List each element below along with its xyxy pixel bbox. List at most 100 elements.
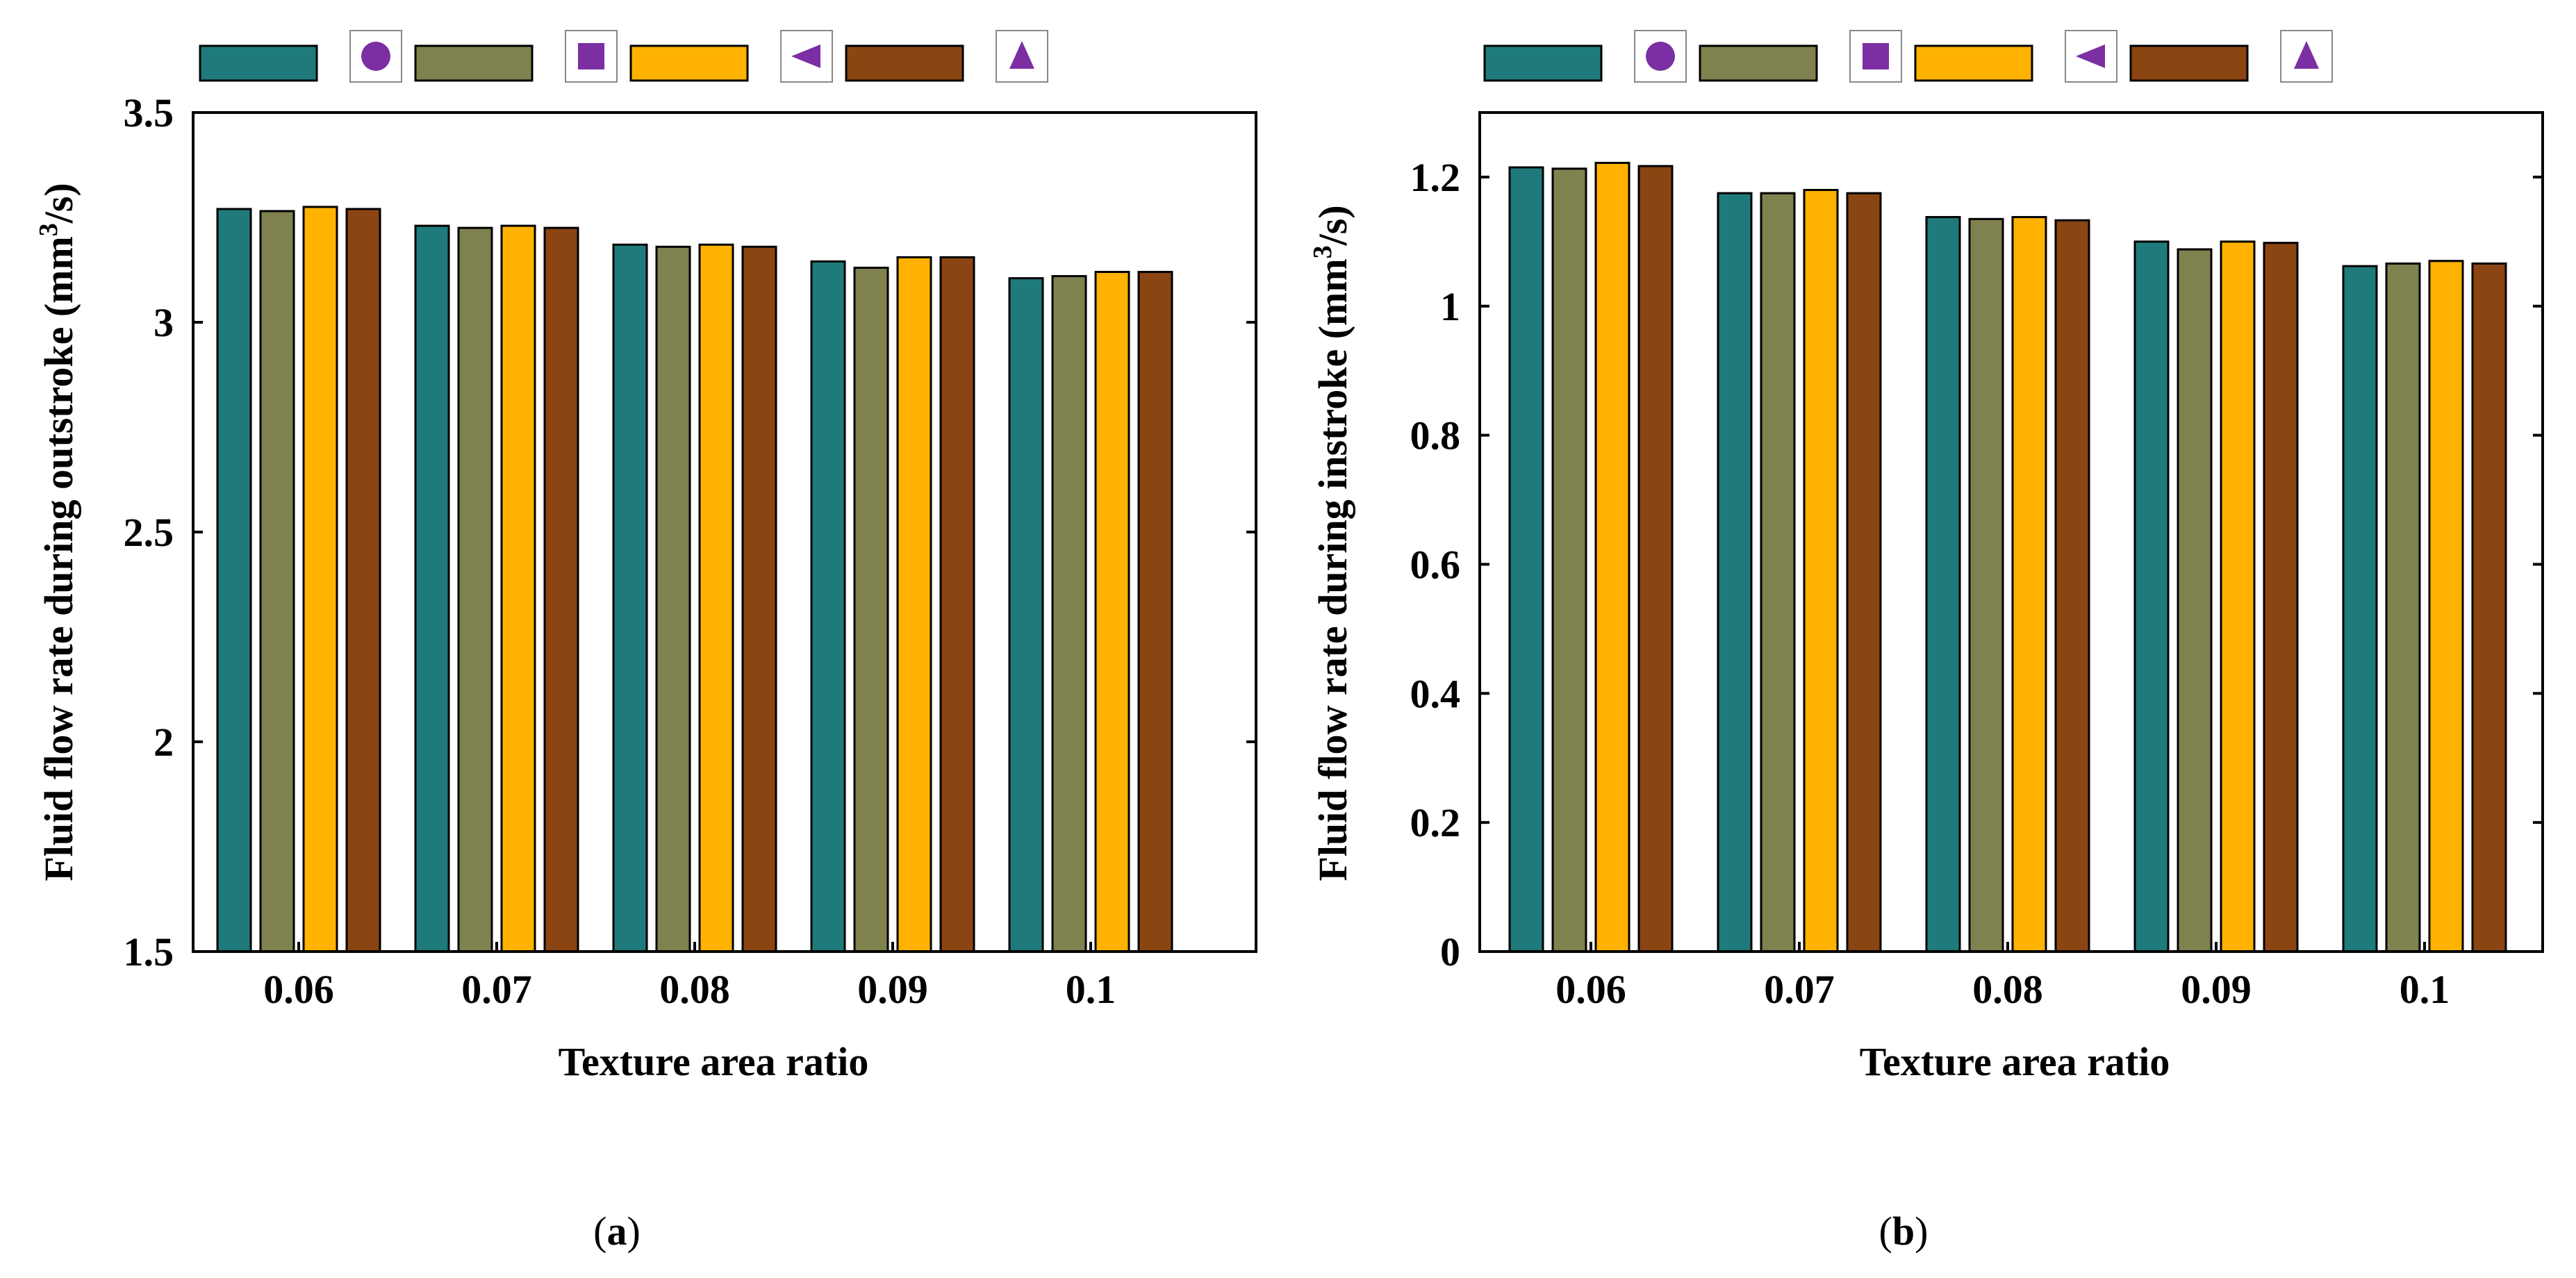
panel-a-bar-series-2-cat-3 bbox=[655, 245, 691, 953]
panel-b-bar-series-1-cat-5 bbox=[2342, 265, 2378, 953]
panel-b-x-tick-label-3: 0.08 bbox=[1972, 967, 2043, 1012]
panel-b-caption-letter: b bbox=[1892, 1209, 1915, 1254]
panel-a-x-tick-label-5: 0.1 bbox=[1066, 967, 1116, 1012]
panel-b-x-tick-label-4: 0.09 bbox=[2181, 967, 2252, 1012]
panel-b-bar-series-4-cat-3 bbox=[2054, 219, 2090, 953]
panel-b-bar-series-3-cat-4 bbox=[2220, 240, 2256, 953]
panel-a-x-tick-label-1: 0.06 bbox=[263, 967, 334, 1012]
panel-a-x-tick-label-3: 0.08 bbox=[659, 967, 730, 1012]
panel-b-x-tick-label-2: 0.07 bbox=[1764, 967, 1835, 1012]
panel-a-bar-series-4-cat-4 bbox=[939, 256, 975, 953]
panel-b-bar-series-2-cat-2 bbox=[1760, 192, 1796, 953]
panel-a-y-axis-title-sup: 3 bbox=[34, 223, 63, 236]
panel-a-bar-series-3-cat-1 bbox=[302, 206, 338, 953]
panel-b-bar-series-3-cat-2 bbox=[1803, 189, 1839, 953]
panel-a-bar-series-3-cat-3 bbox=[698, 243, 734, 953]
panel-b-bar-series-4-cat-4 bbox=[2263, 242, 2299, 953]
panel-a-legend bbox=[199, 30, 1048, 83]
panel-a-caption-letter: a bbox=[607, 1209, 627, 1254]
panel-b-y-axis-title: Fluid flow rate during instroke (mm3/s) bbox=[1308, 205, 1355, 881]
panel-b-legend-swatch-1 bbox=[1483, 44, 1603, 82]
panel-a-legend-triangle-icon bbox=[1009, 41, 1034, 69]
panel-b-legend-swatch-3 bbox=[1914, 44, 2033, 82]
panel-b-caption: (b) bbox=[1879, 1209, 1929, 1254]
panel-b-bar-series-3-cat-3 bbox=[2011, 216, 2047, 953]
panel-b-y-tick-label-7: 1.2 bbox=[1410, 155, 1461, 200]
panel-a-bar-series-1-cat-2 bbox=[414, 224, 450, 953]
panel-b-ticks: 0.06 0.07 0.08 0.09 0.1 0 0.2 0.4 0.6 0.8 1 1.2 bbox=[1410, 155, 2543, 1012]
panel-a-y-tick-label-4: 3 bbox=[154, 300, 174, 345]
panel-b-legend-square-icon bbox=[1863, 43, 1889, 69]
panel-a-bar-series-3-cat-5 bbox=[1094, 271, 1130, 953]
panel-b-x-axis-title: Texture area ratio bbox=[1860, 1039, 2170, 1084]
panel-a-bar-series-4-cat-2 bbox=[543, 226, 579, 953]
panel-a-chart: 0.06 0.07 0.08 0.09 0.1 1.5 2 2.5 3 3.5 Texture a… bbox=[34, 30, 1257, 1254]
panel-a-legend-square-icon bbox=[578, 43, 604, 69]
panel-a-bar-series-2-cat-2 bbox=[457, 226, 493, 953]
panel-b-legend-circle-icon bbox=[1646, 42, 1675, 71]
panel-b-axes-frame bbox=[1478, 111, 2544, 953]
panel-a-y-tick-label-1: 1.5 bbox=[124, 929, 174, 974]
panel-b-bar-series-2-cat-3 bbox=[1968, 217, 2004, 953]
panel-a-bar-series-3-cat-2 bbox=[500, 224, 536, 953]
panel-b-bar-series-3-cat-5 bbox=[2428, 260, 2464, 953]
panel-b-y-axis-title-prefix: Fluid flow rate during instroke (mm bbox=[1310, 258, 1355, 881]
panel-b-legend-marker-box-3 bbox=[2065, 30, 2117, 83]
panel-b-bar-series-4-cat-5 bbox=[2471, 262, 2507, 953]
panel-a-bars bbox=[216, 206, 1173, 953]
panel-b-chart: 0.06 0.07 0.08 0.09 0.1 0 0.2 0.4 0.6 0.8 1 1.2 Tex… bbox=[1308, 30, 2544, 1254]
panel-a-legend-swatch-2 bbox=[414, 44, 534, 82]
panel-b-y-tick-label-1: 0 bbox=[1440, 929, 1460, 974]
panel-b-bar-series-1-cat-4 bbox=[2133, 240, 2170, 953]
panel-b-bar-series-2-cat-5 bbox=[2385, 262, 2421, 953]
panel-a-y-tick-label-2: 2 bbox=[154, 720, 174, 765]
panel-b-y-tick-label-5: 0.8 bbox=[1410, 413, 1461, 458]
panel-a-x-tick-label-2: 0.07 bbox=[461, 967, 532, 1012]
panel-b-y-tick-label-2: 0.2 bbox=[1410, 800, 1461, 845]
panel-b-legend bbox=[1483, 30, 2333, 83]
panel-a-y-axis-title-suffix: /s) bbox=[36, 183, 81, 224]
panel-b-bar-series-1-cat-1 bbox=[1508, 166, 1544, 953]
panel-b-legend-swatch-4 bbox=[2129, 44, 2249, 82]
panel-a-y-tick-label-3: 2.5 bbox=[124, 510, 174, 555]
panel-b-bars bbox=[1508, 161, 2507, 953]
panel-a-bar-series-1-cat-1 bbox=[216, 208, 252, 953]
panel-a-x-axis-title: Texture area ratio bbox=[559, 1039, 869, 1084]
panel-b-bar-series-2-cat-4 bbox=[2177, 248, 2213, 953]
panel-b-legend-swatch-2 bbox=[1699, 44, 1818, 82]
panel-a-legend-swatch-1 bbox=[199, 44, 318, 82]
panel-a-legend-swatch-4 bbox=[845, 44, 964, 82]
panel-a-bar-series-4-cat-5 bbox=[1137, 271, 1173, 953]
panel-b-bar-series-4-cat-2 bbox=[1846, 192, 1882, 953]
panel-a-bar-series-2-cat-1 bbox=[259, 210, 295, 953]
panel-a-y-axis-title-prefix: Fluid flow rate during outstroke (mm bbox=[36, 236, 81, 881]
panel-a-legend-swatch-3 bbox=[629, 44, 749, 82]
panel-b-x-tick-label-1: 0.06 bbox=[1555, 967, 1626, 1012]
panel-b-y-axis-title-sup: 3 bbox=[1308, 245, 1337, 258]
panel-a-bar-series-1-cat-4 bbox=[810, 260, 846, 953]
panel-b-y-tick-label-3: 0.4 bbox=[1410, 671, 1461, 716]
panel-b-y-tick-label-6: 1 bbox=[1440, 284, 1460, 329]
panel-a-bar-series-2-cat-5 bbox=[1051, 275, 1087, 953]
panel-a-bar-series-4-cat-1 bbox=[345, 208, 381, 953]
panel-b-bar-series-1-cat-3 bbox=[1925, 216, 1961, 953]
panel-b-x-tick-label-5: 0.1 bbox=[2400, 967, 2450, 1012]
panel-b-legend-triangle-icon bbox=[2294, 41, 2319, 69]
panel-b-bar-series-3-cat-1 bbox=[1594, 161, 1630, 953]
panel-b-bar-series-1-cat-2 bbox=[1717, 192, 1753, 953]
panel-a-legend-circle-icon bbox=[361, 42, 390, 71]
panel-a-bar-series-3-cat-4 bbox=[896, 256, 932, 953]
panel-a-bar-series-1-cat-3 bbox=[612, 243, 648, 953]
panel-b-bar-series-2-cat-1 bbox=[1551, 167, 1587, 953]
panel-a-x-tick-label-4: 0.09 bbox=[857, 967, 928, 1012]
panel-b-legend-left-triangle-icon bbox=[2076, 44, 2105, 68]
panel-b-y-axis-title-suffix: /s) bbox=[1310, 205, 1355, 246]
panel-a-ticks: 0.06 0.07 0.08 0.09 0.1 1.5 2 2.5 3 3.5 bbox=[124, 90, 1256, 1012]
panel-b-y-tick-label-4: 0.6 bbox=[1410, 542, 1461, 587]
panel-a-legend-left-triangle-icon bbox=[791, 44, 820, 68]
panel-a-bar-series-4-cat-3 bbox=[741, 245, 777, 953]
panel-a-y-axis-title: Fluid flow rate during outstroke (mm3/s) bbox=[34, 183, 81, 881]
panel-a-bar-series-1-cat-5 bbox=[1008, 277, 1044, 953]
panel-b-bar-series-4-cat-1 bbox=[1637, 165, 1674, 953]
